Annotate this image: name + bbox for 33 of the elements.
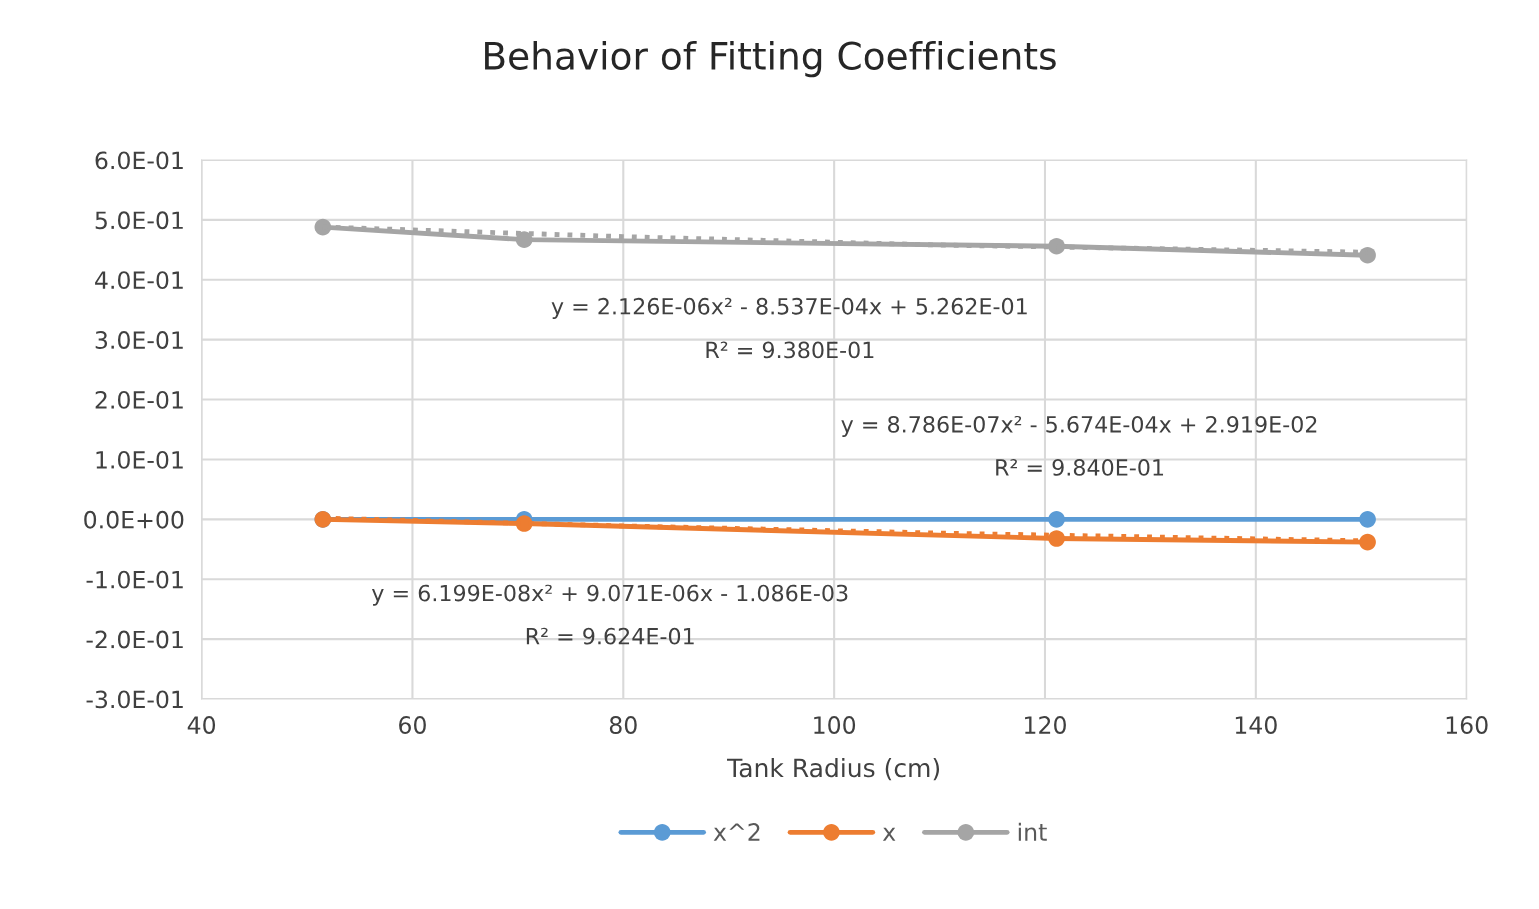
legend-label: int <box>1018 822 1047 841</box>
y-tick-label: -1.0E-01 <box>86 570 183 589</box>
y-tick-label: 4.0E-01 <box>95 271 183 290</box>
x-tick-label: 100 <box>814 716 856 734</box>
legend-label: x <box>882 827 896 841</box>
x-tick-label: 140 <box>1235 716 1277 734</box>
x-tick-label: 120 <box>1025 716 1066 734</box>
point <box>1359 511 1376 528</box>
annotation: y = 6.199E-08x² + 9.071E-06x - 1.086E-03 <box>371 584 848 606</box>
annotation: R² = 9.840E-01 <box>996 459 1164 476</box>
x-tick-label: 80 <box>609 716 637 734</box>
y-tick-label: -2.0E-01 <box>86 630 183 649</box>
point <box>1359 533 1376 551</box>
x-tick-label: 60 <box>399 716 426 734</box>
point <box>1359 246 1376 264</box>
point <box>1048 511 1065 528</box>
annotation: y = 2.126E-06x² - 8.537E-04x + 5.262E-01 <box>551 297 1027 319</box>
y-tick-label: 1.0E-01 <box>96 450 183 469</box>
annotation: R² = 9.380E-01 <box>706 341 874 359</box>
y-tick-label: 6.0E-01 <box>95 151 183 170</box>
annotation: y = 8.786E-07x² - 5.674E-04x + 2.919E-02 <box>841 415 1317 438</box>
legend-label: x^2 <box>713 823 760 841</box>
y-tick-label: 0.0E+00 <box>84 510 184 529</box>
x-tick-label: 160 <box>1446 716 1488 734</box>
y-tick-label: -3.0E-01 <box>86 690 183 709</box>
y-tick-label: 3.0E-01 <box>95 331 183 349</box>
chart-title: Behavior of Fitting Coefficients <box>485 40 1056 78</box>
y-tick-label: 5.0E-01 <box>95 211 183 230</box>
point <box>515 231 533 248</box>
x-axis-title: Tank Radius (cm) <box>727 757 940 781</box>
annotation: R² = 9.624E-01 <box>526 627 694 645</box>
x-tick-label: 40 <box>187 716 216 734</box>
y-tick-label: 2.0E-01 <box>95 391 183 409</box>
